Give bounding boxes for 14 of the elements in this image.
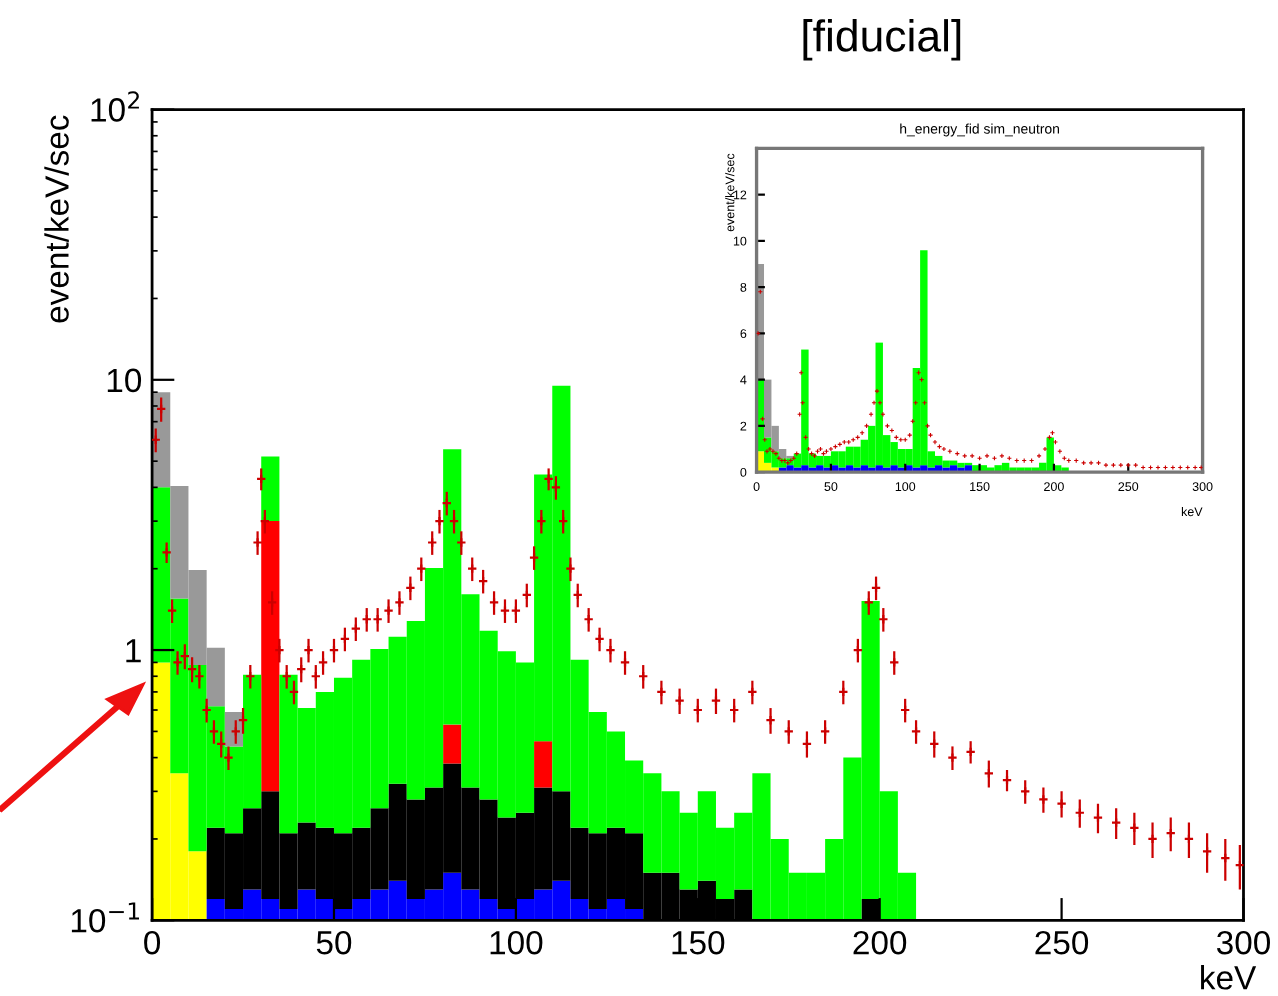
x-tick-label: 50 [316,930,352,955]
x-tick-label: 300 [1216,930,1270,955]
y-tick-label: 10 [107,368,142,393]
x-tick-label: 200 [853,930,907,955]
y-tick-label: 10$^{2}$ [91,91,139,122]
y-axis-title: event/keV/sec [44,115,69,323]
x-tick-label: 150 [672,930,725,955]
y-tick-label: 1 [126,639,141,663]
y-tick-label: 10$^{−1}$ [71,902,139,933]
x-tick-label: 100 [490,930,543,955]
x-tick-label: 0 [144,930,161,955]
x-tick-label: 250 [1035,930,1089,955]
chart-title: [fiducial] [803,19,961,61]
x-axis-title: keV [1201,965,1257,990]
